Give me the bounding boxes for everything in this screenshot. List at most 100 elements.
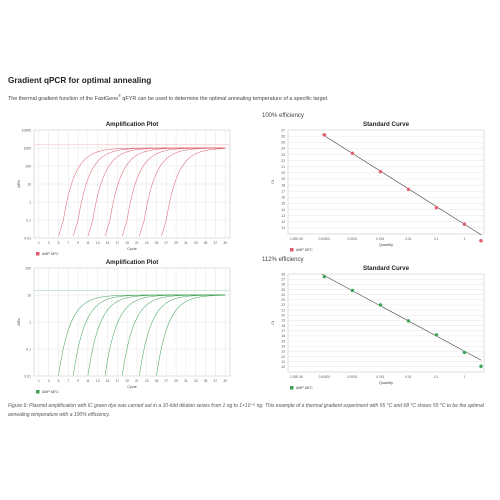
x-tick-label: 0.01 <box>405 237 411 241</box>
y-tick-label: 25 <box>281 141 285 145</box>
x-tick-label: 39 <box>223 379 227 383</box>
x-tick-label: 15 <box>106 241 110 245</box>
y-tick-label: 21 <box>281 165 285 169</box>
x-tick-label: 7 <box>67 241 69 245</box>
y-tick-label: 1 <box>29 200 31 204</box>
x-tick-label: 9 <box>77 379 79 383</box>
intro-text: The thermal gradient function of the Fas… <box>8 94 329 102</box>
x-tick-label: 23 <box>145 241 149 245</box>
x-tick-label: 5 <box>58 379 60 383</box>
x-tick-label: 1 <box>38 241 40 245</box>
amplification-curve <box>72 294 226 376</box>
x-tick-label: 0.0001 <box>348 237 358 241</box>
x-tick-label: 25 <box>155 379 159 383</box>
y-tick-label: 23 <box>281 153 285 157</box>
amplification-curve <box>72 147 226 237</box>
data-point <box>406 187 411 192</box>
x-tick-label: 13 <box>96 241 100 245</box>
y-tick-label: 26 <box>281 283 285 287</box>
x-tick-label: 5 <box>58 241 60 245</box>
data-point <box>478 238 484 243</box>
x-tick-label: 13 <box>96 379 100 383</box>
y-tick-label: 1 <box>29 320 31 324</box>
amplification-curve <box>139 294 226 376</box>
data-point <box>378 169 383 174</box>
y-tick-label: 21 <box>281 308 285 312</box>
data-point <box>378 302 383 307</box>
x-tick-label: 1.00E-06 <box>290 375 303 379</box>
y-axis-label: Ct <box>271 320 275 325</box>
x-tick-label: 0.0001 <box>348 375 358 379</box>
y-tick-label: 22 <box>281 159 285 163</box>
x-tick-label: 1.00E-06 <box>290 237 303 241</box>
x-tick-label: 27 <box>165 241 169 245</box>
y-tick-label: 10 <box>27 293 31 297</box>
y-tick-label: 20 <box>281 314 285 318</box>
chart-title: Amplification Plot <box>106 121 159 128</box>
y-tick-label: 13 <box>281 214 285 218</box>
x-tick-label: 33 <box>194 379 198 383</box>
x-tick-label: 19 <box>125 379 129 383</box>
y-tick-label: 100 <box>25 164 31 168</box>
data-point <box>434 205 439 210</box>
y-tick-label: 16 <box>281 334 285 338</box>
chart-title: Amplification Plot <box>106 259 159 266</box>
x-tick-label: 3 <box>48 241 50 245</box>
y-tick-label: 19 <box>281 319 285 323</box>
y-axis-label: ΔRn <box>17 180 21 187</box>
y-axis-label: Ct <box>271 179 275 184</box>
y-tick-label: 12 <box>281 355 285 359</box>
x-tick-label: 23 <box>145 379 149 383</box>
data-point <box>322 132 327 137</box>
amplification-curve <box>121 294 226 376</box>
efficiency-label-55: 100% efficiency <box>262 113 304 119</box>
x-axis-label: Cycle <box>127 247 137 251</box>
x-tick-label: 19 <box>125 241 129 245</box>
plot-area <box>33 129 231 239</box>
y-tick-label: 0.1 <box>26 347 31 351</box>
x-tick-label: 27 <box>165 379 169 383</box>
x-axis-label: Quantity <box>379 381 393 385</box>
amplification-curve <box>161 148 226 237</box>
y-tick-label: 14 <box>281 208 285 212</box>
x-tick-label: 1 <box>38 379 40 383</box>
legend-label: AMP 68°C <box>296 386 313 390</box>
x-tick-label: 21 <box>135 241 139 245</box>
x-tick-label: 11 <box>86 379 90 383</box>
x-tick-label: 3 <box>48 379 50 383</box>
x-axis-label: Quantity <box>379 243 393 247</box>
y-tick-label: 0.01 <box>24 374 31 378</box>
intro-text-a: The thermal gradient function of the Fas… <box>8 95 119 102</box>
x-tick-label: 31 <box>184 241 188 245</box>
x-tick-label: 21 <box>135 379 139 383</box>
registered-mark: ® <box>118 94 121 98</box>
y-tick-label: 11 <box>281 226 285 230</box>
regression-line <box>321 133 482 236</box>
x-tick-label: 0.00001 <box>319 375 331 379</box>
legend-swatch <box>290 386 294 390</box>
y-tick-label: 20 <box>281 171 285 175</box>
data-point <box>462 350 467 355</box>
amplification-curve <box>87 294 226 376</box>
y-tick-label: 17 <box>281 189 285 193</box>
y-tick-label: 24 <box>281 293 285 297</box>
y-tick-label: 18 <box>281 183 285 187</box>
x-tick-label: 37 <box>214 379 218 383</box>
x-tick-label: 1 <box>464 237 466 241</box>
y-tick-label: 12 <box>281 220 285 224</box>
chart-title: Standard Curve <box>363 121 410 128</box>
x-tick-label: 7 <box>67 379 69 383</box>
x-tick-label: 0.01 <box>405 375 411 379</box>
amplification-curve <box>156 294 226 376</box>
amplification-curve <box>58 147 226 237</box>
y-tick-label: 17 <box>281 329 285 333</box>
data-point <box>478 364 484 369</box>
x-tick-label: 15 <box>106 379 110 383</box>
legend-swatch <box>290 248 294 252</box>
y-tick-label: 15 <box>281 339 285 343</box>
chart-title: Standard Curve <box>363 265 410 272</box>
y-tick-label: 13 <box>281 350 285 354</box>
y-tick-label: 15 <box>281 202 285 206</box>
